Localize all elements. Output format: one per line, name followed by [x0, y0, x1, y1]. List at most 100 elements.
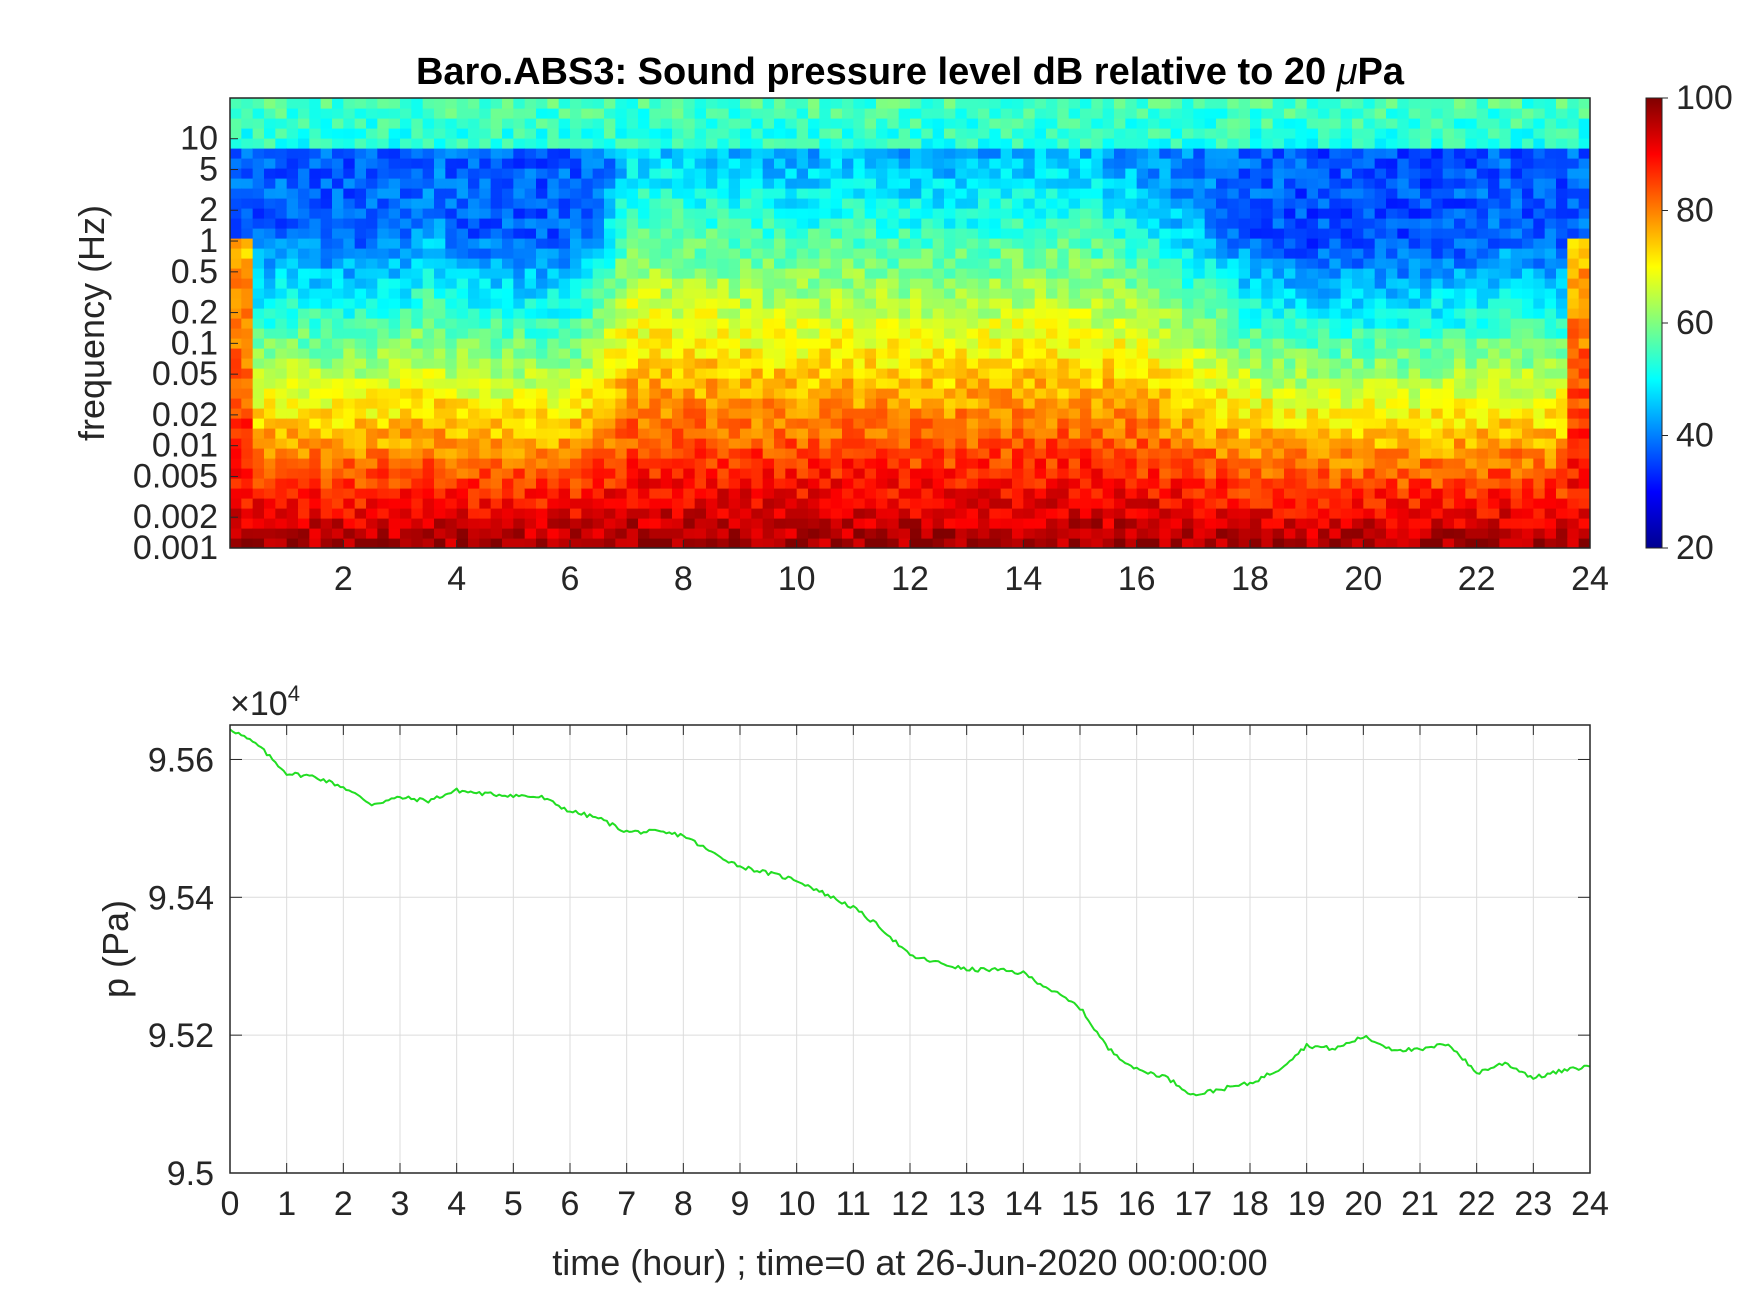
spectrogram-cell: [1318, 468, 1330, 479]
spectrogram-cell: [1329, 328, 1342, 339]
spectrogram-cell: [1340, 358, 1353, 369]
spectrogram-cell: [853, 168, 866, 179]
spectrogram-cell: [1363, 468, 1376, 479]
spectrogram-cell: [570, 108, 582, 119]
spectrogram-cell: [966, 338, 979, 349]
spectrogram-cell: [286, 268, 299, 279]
spectrogram-cell: [1182, 228, 1194, 239]
spectrogram-cell: [1080, 178, 1092, 189]
spectrogram-cell: [298, 538, 310, 548]
spectrogram-cell: [638, 458, 650, 469]
spectrogram-cell: [332, 158, 344, 169]
spectrogram-cell: [728, 308, 741, 319]
spectrogram-cell: [1057, 278, 1070, 289]
spectrogram-cell: [1046, 258, 1058, 269]
spectrogram-cell: [694, 138, 707, 149]
spectrogram-cell: [1250, 258, 1262, 269]
spectrogram-cell: [332, 288, 344, 299]
spectrogram-cell: [932, 308, 945, 319]
spectrogram-cell: [706, 348, 718, 359]
spectrogram-cell: [1374, 448, 1387, 459]
spectrogram-cell: [275, 428, 288, 439]
spectrogram-cell: [1329, 218, 1342, 229]
spectrogram-cell: [524, 188, 537, 199]
spectrogram-cell: [275, 108, 288, 119]
spectrogram-cell: [332, 378, 344, 389]
spectrogram-cell: [558, 538, 571, 548]
spectrogram-cell: [1204, 298, 1217, 309]
spectrogram-cell: [536, 528, 548, 539]
spectrogram-cell: [581, 168, 594, 179]
spectrogram-cell: [1318, 258, 1330, 269]
spectrogram-cell: [762, 148, 775, 159]
spectrogram-cell: [1465, 198, 1478, 209]
spectrogram-cell: [1386, 528, 1398, 539]
spectrogram-cell: [910, 238, 922, 249]
spectrogram-cell: [1148, 238, 1160, 249]
spectrogram-cell: [774, 128, 786, 139]
spectrogram-cell: [955, 128, 968, 139]
spectrogram-cell: [570, 538, 582, 548]
spectrogram-cell: [1465, 258, 1478, 269]
spectrogram-cell: [1340, 438, 1353, 449]
spectrogram-cell: [1272, 538, 1285, 548]
spectrogram-cell: [819, 418, 832, 429]
spectrogram-cell: [536, 218, 548, 229]
spectrogram-cell: [230, 378, 242, 389]
spectrogram-cell: [694, 478, 707, 489]
spectrogram-cell: [230, 148, 242, 159]
spectrogram-cell: [1068, 498, 1081, 509]
spectrogram-cell: [876, 218, 888, 229]
spectrogram-cell: [751, 388, 764, 399]
spectrogram-cell: [377, 238, 390, 249]
spectrogram-cell: [876, 268, 888, 279]
spectrogram-cell: [1374, 378, 1387, 389]
spectrogram-cell: [513, 528, 526, 539]
spectrogram-cell: [830, 288, 843, 299]
spectrogram-cell: [1442, 468, 1455, 479]
spectrogram-cell: [955, 498, 968, 509]
spectrogram-cell: [1397, 328, 1410, 339]
spectrogram-cell: [1374, 198, 1387, 209]
spectrogram-cell: [660, 138, 673, 149]
spectrogram-cell: [751, 328, 764, 339]
spectrogram-cell: [241, 518, 254, 529]
spectrogram-cell: [728, 428, 741, 439]
spectrogram-cell: [1227, 158, 1240, 169]
spectrogram-cell: [1102, 118, 1115, 129]
spectrogram-cell: [1170, 278, 1183, 289]
spectrogram-cell: [1431, 278, 1444, 289]
spectrogram-cell: [649, 448, 662, 459]
spectrogram-cell: [536, 258, 548, 269]
spectrogram-cell: [1318, 448, 1330, 459]
spectrogram-cell: [1068, 378, 1081, 389]
spectrogram-cell: [1012, 378, 1024, 389]
spectrogram-cell: [252, 208, 265, 219]
spectrogram-cell: [513, 138, 526, 149]
spectrogram-cell: [785, 448, 798, 459]
spectrogram-cell: [921, 388, 934, 399]
spectrogram-cell: [706, 148, 718, 159]
spectrogram-cell: [921, 138, 934, 149]
spectrogram-cell: [1397, 118, 1410, 129]
spectrogram-cell: [1080, 138, 1092, 149]
spectrogram-cell: [502, 248, 514, 259]
spectrogram-cell: [1272, 368, 1285, 379]
spectrogram-cell: [1238, 278, 1251, 289]
spectrogram-cell: [1476, 338, 1489, 349]
spectrogram-cell: [1148, 208, 1160, 219]
spectrogram-cell: [694, 208, 707, 219]
spectrogram-cell: [479, 468, 492, 479]
spectrogram-cell: [638, 338, 650, 349]
spectrogram-cell: [252, 358, 265, 369]
spectrogram-cell: [978, 438, 990, 449]
spectrogram-cell: [774, 358, 786, 369]
spectrogram-cell: [683, 358, 696, 369]
spectrogram-cell: [672, 278, 684, 289]
spectrogram-cell: [592, 218, 605, 229]
spectrogram-cell: [966, 218, 979, 229]
spectrogram-cell: [740, 418, 752, 429]
spectrogram-cell: [1261, 468, 1274, 479]
spectrogram-cell: [1454, 218, 1466, 229]
spectrogram-cell: [558, 198, 571, 209]
